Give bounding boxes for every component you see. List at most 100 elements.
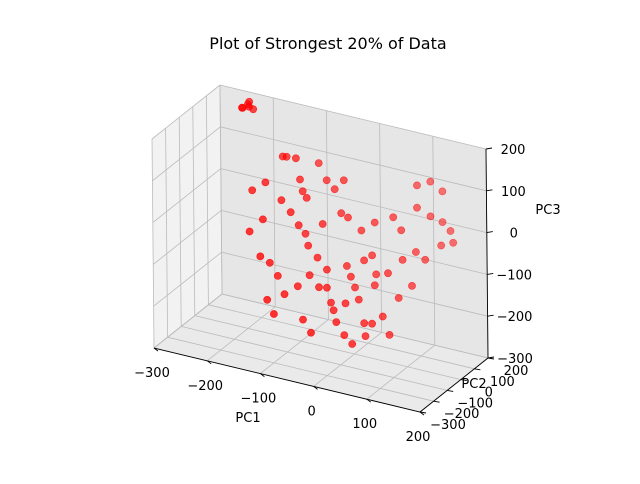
data-point [360, 256, 368, 265]
x-tick-label: −100 [241, 392, 277, 407]
data-point [370, 281, 379, 290]
data-point [413, 203, 421, 212]
data-point [258, 215, 267, 224]
data-point [277, 196, 286, 205]
gridline-y-left [219, 84, 223, 295]
x-axis-label: PC1 [235, 411, 260, 426]
data-point [263, 295, 272, 304]
data-point [318, 220, 327, 228]
gridline-x-floor [206, 306, 276, 362]
data-point [273, 271, 282, 280]
z-tick [486, 189, 493, 192]
data-point [426, 177, 435, 186]
data-point [413, 181, 421, 190]
y-tick-label: 200 [504, 364, 529, 379]
y-tick [447, 389, 454, 392]
y-tick-label: −100 [457, 396, 493, 411]
data-point [398, 255, 407, 264]
data-point [249, 105, 258, 114]
data-point [278, 152, 287, 161]
data-point [426, 212, 435, 221]
data-point [305, 271, 314, 280]
data-point [421, 255, 430, 264]
gridline-y-floor [167, 336, 434, 402]
data-point [384, 269, 392, 278]
y-tick-label: 0 [485, 386, 493, 401]
data-point [296, 175, 304, 184]
gridline-z-back [221, 293, 489, 359]
axes [153, 148, 489, 413]
y-axis-line [419, 357, 489, 413]
y-tick [474, 368, 481, 371]
data-point [357, 226, 366, 235]
data-point [315, 283, 323, 292]
gridline-z-back [219, 84, 487, 150]
axes-panes [152, 85, 488, 412]
gridline-z-back [220, 126, 487, 192]
z-tick-label: −100 [496, 268, 532, 283]
pane-left-wall [152, 85, 222, 348]
scatter-points [238, 97, 458, 348]
y-axis-label: PC2 [461, 377, 486, 392]
data-point [360, 319, 369, 328]
z-tick [486, 231, 493, 234]
data-point [307, 328, 315, 337]
data-point [256, 252, 265, 261]
chart-title: Plot of Strongest 20% of Data [209, 34, 446, 53]
gridline-x-floor [313, 332, 382, 387]
data-point [269, 310, 278, 318]
data-point [313, 253, 322, 262]
data-point [449, 238, 458, 247]
data-point [372, 270, 381, 279]
gridline-y-left [178, 117, 182, 327]
gridline-x-back [272, 97, 276, 307]
data-point [294, 221, 303, 230]
x-tick-label: 200 [406, 430, 431, 445]
y-tick [419, 411, 427, 414]
data-point [245, 227, 254, 236]
z-tick-label: 100 [501, 185, 526, 200]
data-point [299, 315, 307, 324]
y-tick [433, 400, 440, 403]
gridline-y-left [151, 138, 155, 349]
data-point [301, 229, 310, 238]
data-point [438, 218, 447, 226]
data-point [341, 299, 350, 308]
gridline-y-left [206, 95, 209, 305]
data-point [314, 159, 323, 167]
x-tick [153, 347, 159, 352]
data-point [286, 208, 295, 217]
data-point [438, 187, 447, 196]
gridline-z-left [153, 251, 222, 307]
data-point [378, 312, 387, 321]
x-tick-label: 100 [352, 417, 377, 432]
data-point [351, 283, 359, 292]
data-point [302, 193, 311, 202]
data-point [261, 178, 270, 187]
data-point [408, 281, 416, 290]
data-point [243, 100, 252, 109]
gridline-y-left [192, 106, 196, 316]
gridline-y-floor [194, 315, 461, 380]
data-point [368, 319, 376, 328]
z-tick [485, 147, 493, 150]
data-point [265, 258, 274, 267]
z-tick [487, 314, 494, 317]
x-tick-label: 0 [307, 404, 315, 419]
y-tick-label: −300 [430, 418, 466, 433]
x-tick [260, 373, 265, 377]
data-point [344, 213, 352, 222]
gridline-x-floor [260, 319, 329, 374]
x-tick-label: −300 [134, 366, 170, 381]
data-point [238, 103, 246, 112]
x-tick [366, 398, 372, 403]
data-point [337, 209, 346, 218]
z-tick-label: −300 [497, 352, 533, 367]
data-point [446, 227, 455, 235]
gridline-y-left [165, 128, 168, 338]
data-point [332, 318, 341, 326]
data-point [370, 218, 379, 227]
gridline-z-left [152, 168, 222, 223]
